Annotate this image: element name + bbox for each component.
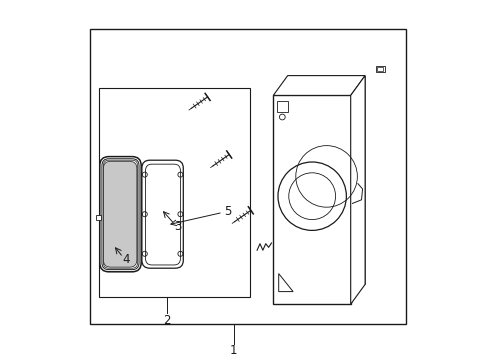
FancyBboxPatch shape [142,160,183,268]
Text: 1: 1 [229,345,237,357]
Bar [276,101,287,112]
Polygon shape [350,76,365,304]
Polygon shape [273,76,365,95]
Bar [377,67,383,71]
Bar [375,66,384,72]
Bar [89,29,406,324]
Text: 3: 3 [174,220,181,233]
FancyBboxPatch shape [145,164,180,265]
Text: 4: 4 [122,253,130,266]
Bar [96,215,101,220]
Polygon shape [278,274,292,292]
Bar [287,76,365,284]
FancyBboxPatch shape [100,157,141,272]
Bar [99,88,249,297]
Text: 5: 5 [224,205,231,218]
FancyBboxPatch shape [103,161,137,267]
FancyBboxPatch shape [103,160,137,268]
FancyBboxPatch shape [102,159,139,270]
Bar [273,95,350,304]
Text: 2: 2 [163,314,170,327]
